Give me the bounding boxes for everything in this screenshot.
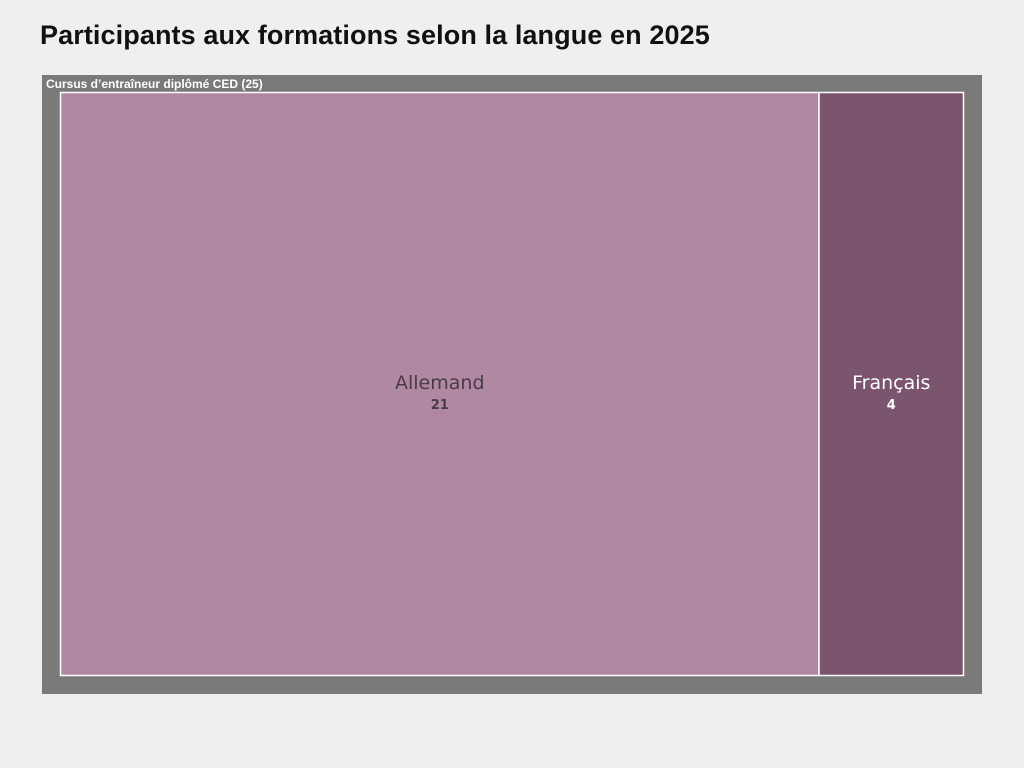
chart-title: Participants aux formations selon la lan…: [40, 20, 710, 50]
leaf-nodes: Allemand 21 Français 4: [59, 91, 965, 677]
treemap: Cursus d’entraîneur diplômé CED (25) All…: [42, 75, 982, 694]
leaf-rect-allemand[interactable]: [59, 91, 820, 677]
leaf-label-allemand: Allemand: [395, 372, 485, 394]
leaf-rect-francais[interactable]: [818, 91, 965, 677]
leaf-label-francais: Français: [852, 372, 930, 394]
leaf-value-allemand: 21: [431, 398, 449, 413]
leaf-value-francais: 4: [887, 398, 896, 413]
treemap-svg: Cursus d’entraîneur diplômé CED (25) All…: [42, 75, 982, 694]
parent-node-label: Cursus d’entraîneur diplômé CED (25): [46, 77, 263, 91]
